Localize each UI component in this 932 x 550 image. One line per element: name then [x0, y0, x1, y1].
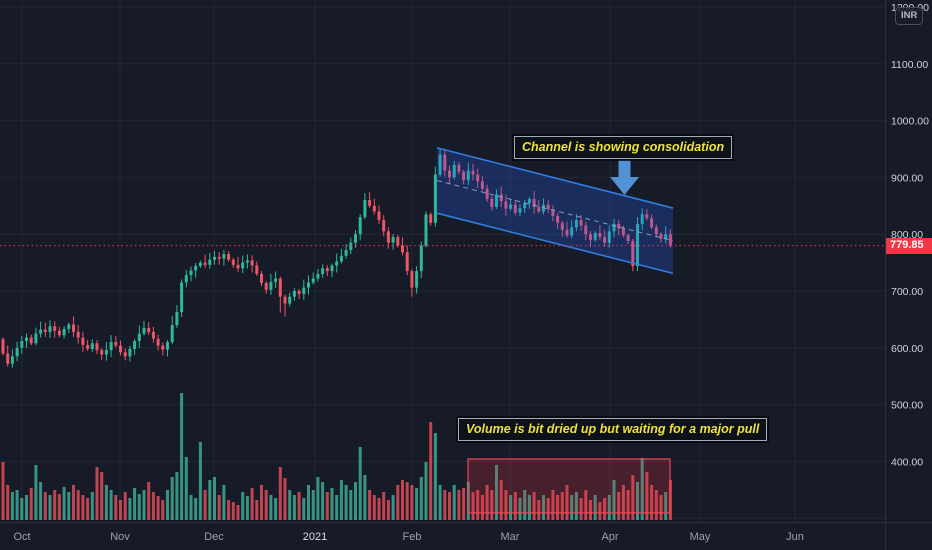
time-axis[interactable]: Oct Nov Dec 2021 Feb Mar Apr May Jun	[0, 522, 932, 544]
svg-text:1100.00: 1100.00	[891, 59, 928, 71]
svg-text:1000.00: 1000.00	[891, 116, 929, 128]
volume-highlight-box[interactable]	[467, 458, 671, 514]
svg-text:2021: 2021	[303, 531, 327, 543]
last-price-label: 779.85	[886, 238, 932, 254]
svg-text:Oct: Oct	[13, 531, 30, 543]
svg-text:May: May	[690, 531, 711, 543]
svg-text:Mar: Mar	[501, 531, 520, 543]
svg-text:700.00: 700.00	[891, 286, 923, 298]
svg-text:Feb: Feb	[403, 531, 422, 543]
volume-note-annotation[interactable]: Volume is bit dried up but waiting for a…	[458, 418, 768, 441]
svg-text:Apr: Apr	[601, 531, 618, 543]
svg-text:400.00: 400.00	[891, 456, 923, 468]
svg-text:600.00: 600.00	[891, 343, 923, 355]
svg-text:900.00: 900.00	[891, 172, 923, 184]
trend-channel[interactable]	[436, 147, 674, 275]
down-arrow-annotation[interactable]	[610, 160, 639, 195]
price-axis[interactable]: 1200.001100.001000.00900.00800.00700.006…	[885, 0, 930, 550]
svg-text:Dec: Dec	[204, 531, 224, 543]
svg-text:Jun: Jun	[786, 531, 804, 543]
candlestick-series[interactable]	[1, 148, 672, 368]
svg-text:500.00: 500.00	[891, 400, 923, 412]
svg-text:Nov: Nov	[110, 531, 130, 543]
channel-note-annotation[interactable]: Channel is showing consolidation	[514, 136, 733, 159]
volume-series[interactable]	[1, 393, 672, 520]
currency-toggle-button[interactable]: INR	[895, 7, 924, 25]
